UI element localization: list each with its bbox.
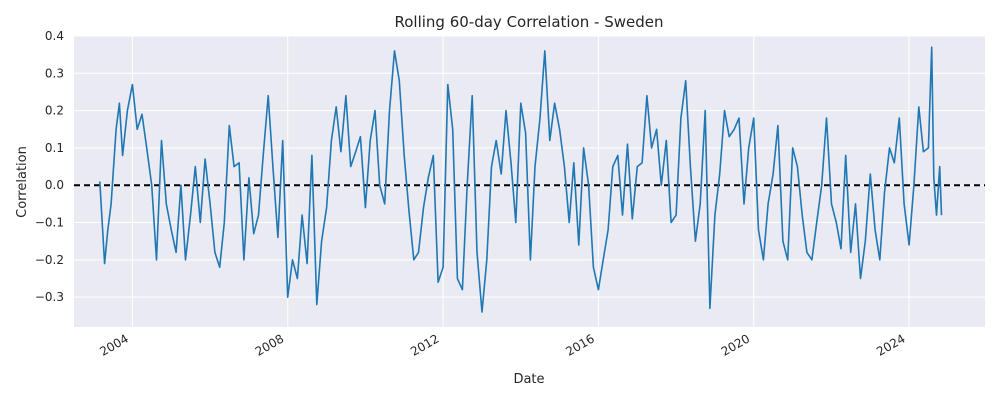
y-tick-label: −0.3 [35, 290, 64, 304]
x-tick-label: 2024 [874, 331, 907, 358]
x-axis-ticks: 2004 2008 2012 2016 2020 2024 [97, 331, 907, 358]
y-tick-label: −0.2 [35, 253, 64, 267]
y-tick-label: 0.1 [45, 141, 64, 155]
y-tick-label: 0.0 [45, 178, 64, 192]
y-tick-label: 0.2 [45, 104, 64, 118]
y-axis-ticks: −0.3 −0.2 −0.1 0.0 0.1 0.2 0.3 0.4 [35, 29, 64, 304]
y-axis-label: Correlation [15, 146, 30, 218]
correlation-series-line [99, 46, 943, 313]
y-tick-label: −0.1 [35, 216, 64, 230]
y-tick-label: 0.3 [45, 66, 64, 80]
x-tick-label: 2020 [719, 331, 752, 358]
grid-lines [74, 35, 985, 327]
plot-area [74, 36, 985, 327]
x-axis-label: Date [513, 372, 544, 387]
series-layer [99, 46, 943, 313]
x-tick-label: 2016 [563, 331, 596, 358]
chart-title: Rolling 60-day Correlation - Sweden [394, 13, 663, 31]
x-tick-label: 2008 [253, 331, 286, 358]
x-tick-label: 2004 [97, 331, 130, 358]
x-tick-label: 2012 [408, 331, 441, 358]
y-tick-label: 0.4 [45, 29, 64, 43]
